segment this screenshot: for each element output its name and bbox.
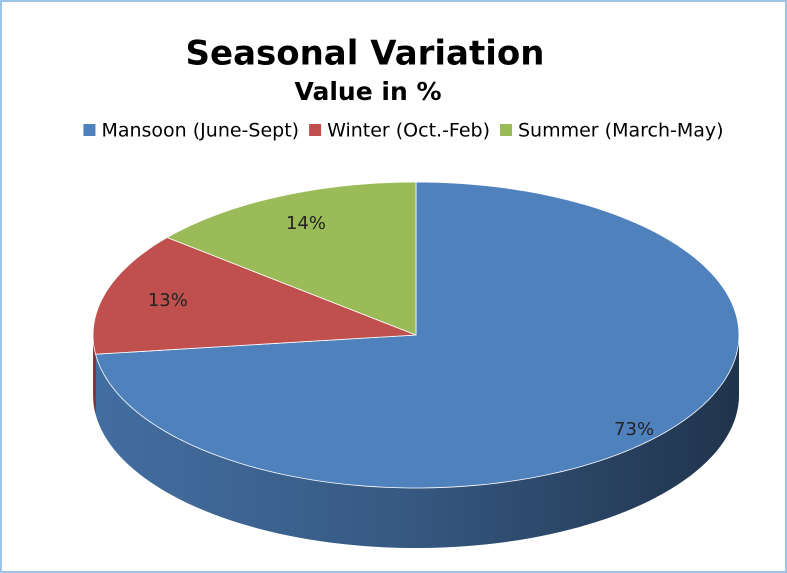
pie-tops xyxy=(92,181,740,489)
data-label: 73% xyxy=(614,419,654,440)
side-shade xyxy=(93,335,96,415)
chart-title: Seasonal Variation xyxy=(186,34,545,74)
slice xyxy=(92,237,417,355)
side-shade xyxy=(95,335,740,548)
data-label: 14% xyxy=(286,213,326,234)
data-label: 13% xyxy=(148,290,188,311)
legend-label: Winter (Oct.-Feb) xyxy=(327,120,490,142)
legend-label: Mansoon (June-Sept) xyxy=(101,120,299,142)
legend-swatch xyxy=(500,124,512,136)
slice xyxy=(95,181,740,489)
slice xyxy=(166,181,417,336)
legend: Mansoon (June-Sept) Winter (Oct.-Feb) Summ… xyxy=(83,120,724,142)
legend-swatch xyxy=(309,124,322,136)
legend-label: Summer (March-May) xyxy=(518,120,724,142)
pie-sides xyxy=(93,335,740,548)
legend-swatch xyxy=(83,124,96,136)
value-labels: 73% 13% 14% xyxy=(148,213,654,440)
chart-subtitle: Value in % xyxy=(295,77,442,106)
